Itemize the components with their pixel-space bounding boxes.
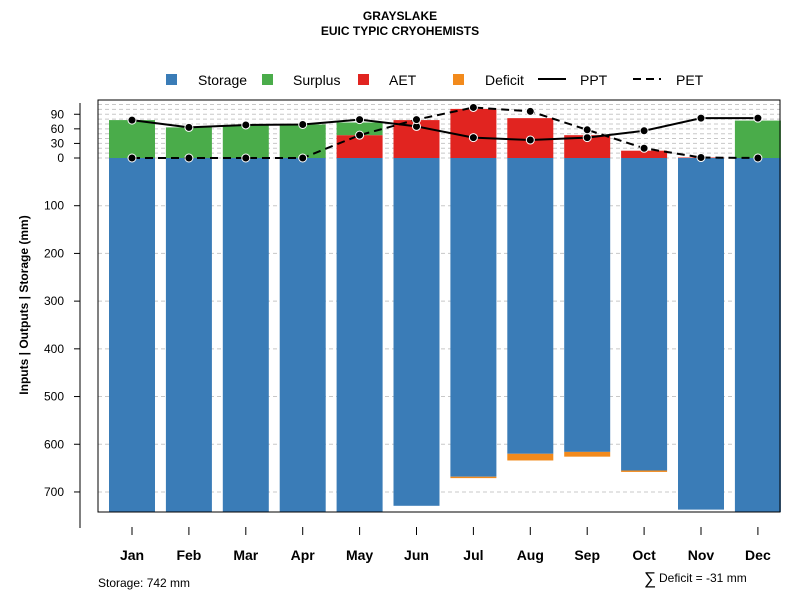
- aet-bar: [564, 135, 611, 158]
- deficit-bar: [621, 470, 668, 472]
- legend-storage-label: Storage: [198, 72, 247, 88]
- aet-bar: [621, 150, 668, 158]
- legend-deficit-label: Deficit: [485, 72, 524, 88]
- x-tick-label-month: Jun: [404, 547, 429, 563]
- surplus-bar: [279, 124, 326, 158]
- y-tick-label-flux: 90: [51, 107, 65, 121]
- y-axis-label: Inputs | Outputs | Storage (mm): [17, 215, 31, 394]
- x-tick-label-month: Feb: [176, 547, 201, 563]
- ppt-point: [298, 119, 308, 129]
- storage-bar: [279, 158, 326, 512]
- deficit-bar: [507, 453, 554, 461]
- chart-subtitle: EUIC TYPIC CRYOHEMISTS: [321, 24, 479, 38]
- ppt-point: [241, 120, 251, 130]
- pet-point: [355, 130, 365, 140]
- x-tick-label-month: Jan: [120, 547, 144, 563]
- y-tick-label-storage: 500: [44, 390, 64, 404]
- aet-bar: [336, 135, 383, 158]
- x-tick-label-month: May: [346, 547, 373, 563]
- x-tick-label-month: Dec: [745, 547, 771, 563]
- ppt-point: [696, 113, 706, 123]
- y-tick-label-storage: 300: [44, 294, 64, 308]
- x-tick-label-month: Oct: [632, 547, 656, 563]
- pet-point: [241, 153, 251, 163]
- pet-point: [525, 106, 535, 116]
- ppt-point: [525, 135, 535, 145]
- x-tick-label-month: Jul: [463, 547, 483, 563]
- storage-bar: [222, 158, 269, 512]
- surplus-bar: [336, 122, 383, 136]
- deficit-bar: [564, 451, 611, 457]
- pet-line: [132, 106, 758, 159]
- pet-point: [582, 125, 592, 135]
- ppt-point: [753, 113, 763, 123]
- surplus-bar: [222, 124, 269, 158]
- x-tick-label-month: Nov: [688, 547, 715, 563]
- y-tick-label-flux: 0: [57, 151, 64, 165]
- storage-bar: [678, 158, 724, 510]
- x-tick-label-month: Mar: [233, 547, 258, 563]
- storage-bar: [165, 158, 212, 512]
- storage-bar: [734, 158, 781, 512]
- lines: [127, 102, 763, 163]
- pet-point: [753, 153, 763, 163]
- storage-bar: [621, 158, 668, 471]
- pet-point: [412, 115, 421, 125]
- storage-bar: [393, 158, 440, 506]
- pet-point: [127, 153, 137, 163]
- surplus-bar: [109, 120, 155, 158]
- deficit-note: Deficit = -31 mm: [659, 571, 747, 585]
- pet-point: [298, 153, 308, 163]
- storage-bar: [450, 158, 497, 477]
- deficit-bar: [450, 476, 497, 479]
- storage-bar: [109, 158, 155, 512]
- storage-note: Storage: 742 mm: [98, 576, 190, 590]
- ppt-point: [127, 115, 137, 125]
- y-tick-label-storage: 400: [44, 342, 64, 356]
- x-tick-label-month: Apr: [291, 547, 316, 563]
- legend-storage-swatch: [166, 74, 177, 85]
- legend-deficit-swatch: [453, 74, 464, 85]
- surplus-bar: [165, 127, 212, 158]
- ppt-point: [468, 133, 478, 143]
- pet-point: [184, 153, 194, 163]
- y-tick-label-storage: 700: [44, 485, 64, 499]
- surplus-bar: [734, 120, 781, 158]
- ppt-line: [131, 117, 758, 142]
- y-tick-label-storage: 600: [44, 437, 64, 451]
- storage-bar: [564, 158, 611, 452]
- deficit-sum-symbol: ∑: [644, 569, 656, 588]
- ppt-point: [355, 115, 365, 125]
- ppt-point: [639, 126, 649, 136]
- legend-surplus-label: Surplus: [293, 72, 340, 88]
- ppt-point: [582, 133, 592, 143]
- legend-pet-label: PET: [676, 72, 704, 88]
- x-tick-label-month: Sep: [574, 547, 600, 563]
- y-tick-label-storage: 100: [44, 199, 64, 213]
- legend-ppt-label: PPT: [580, 72, 608, 88]
- chart-title: GRAYSLAKE: [363, 9, 437, 23]
- y-tick-label-flux: 30: [51, 136, 65, 150]
- y-tick-label-storage: 200: [44, 246, 64, 260]
- legend-aet-swatch: [358, 74, 369, 85]
- legend-aet-label: AET: [389, 72, 417, 88]
- storage-bar: [507, 158, 554, 454]
- plot-frame: [97, 99, 781, 513]
- x-tick-label-month: Aug: [517, 547, 544, 563]
- legend: Storage Surplus AET Deficit PPT PET: [166, 72, 704, 88]
- legend-surplus-swatch: [262, 74, 273, 85]
- pet-point: [696, 153, 706, 163]
- y-tick-label-flux: 60: [51, 122, 65, 136]
- storage-bar: [336, 158, 383, 512]
- pet-point: [639, 143, 649, 153]
- pet-point: [468, 102, 478, 112]
- bars: [109, 108, 781, 512]
- ppt-point: [184, 122, 194, 132]
